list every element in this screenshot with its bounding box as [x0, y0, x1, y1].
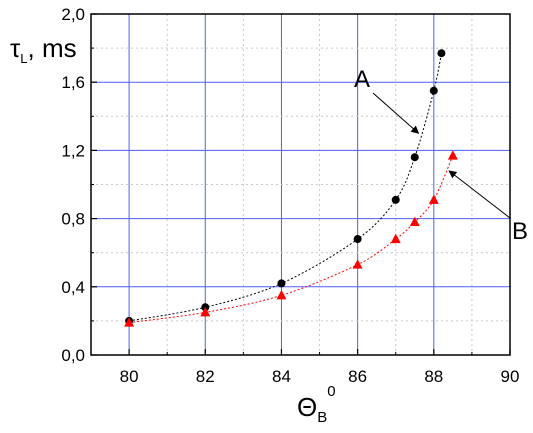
x-axis-title-main: Θ [297, 392, 317, 422]
y-tick-label: 1,6 [61, 73, 85, 92]
x-tick-label: 80 [120, 367, 139, 386]
y-tick-label: 0,0 [61, 346, 85, 365]
series-2-point [124, 317, 135, 327]
series-1-point [429, 86, 438, 95]
series-1-point [391, 195, 400, 204]
y-tick-label: 2,0 [61, 5, 85, 24]
series-1-point [353, 235, 362, 244]
x-axis-title-sub: B [317, 409, 327, 426]
annotation-b-label: B [512, 218, 528, 245]
y-tick-label: 1,2 [61, 141, 85, 160]
grid [91, 14, 510, 355]
annotation-a-label: A [354, 66, 370, 93]
series-2-point [276, 289, 287, 300]
series-1-point [410, 153, 419, 162]
series-2-line [129, 155, 454, 324]
annotations: AB [354, 66, 528, 245]
x-tick-label: 82 [196, 367, 215, 386]
x-tick-label: 86 [348, 367, 367, 386]
y-tick-label: 0,4 [61, 278, 85, 297]
annotation-a-arrow [372, 92, 420, 134]
series-1-point [277, 279, 286, 288]
annotation-b-arrow [448, 170, 511, 219]
series-2-point [390, 233, 401, 244]
series-2-point [428, 194, 439, 204]
x-tick-label: 84 [272, 367, 291, 386]
y-axis-title-rest: , ms [28, 33, 77, 63]
x-axis-title: ΘB0 [297, 383, 336, 426]
x-tick-label: 90 [501, 367, 520, 386]
y-tick-label: 0,8 [61, 210, 85, 229]
series [124, 49, 458, 327]
y-axis-title-sub: L [20, 51, 27, 66]
series-2-point [352, 259, 363, 269]
series-1-line [129, 53, 442, 322]
y-axis-title: τL, ms [10, 33, 77, 66]
series-1-point [437, 49, 446, 58]
series-2-point [409, 216, 420, 227]
series-2-point [200, 306, 211, 317]
ticks: 80 82 84 86 88 90 0,0 0,4 0,8 1,2 1,6 2,0 [61, 5, 519, 386]
x-tick-label: 88 [424, 367, 443, 386]
x-axis-title-sup: 0 [327, 383, 335, 400]
y-axis-title-main: τ [10, 33, 21, 63]
series-2-point [447, 150, 458, 160]
